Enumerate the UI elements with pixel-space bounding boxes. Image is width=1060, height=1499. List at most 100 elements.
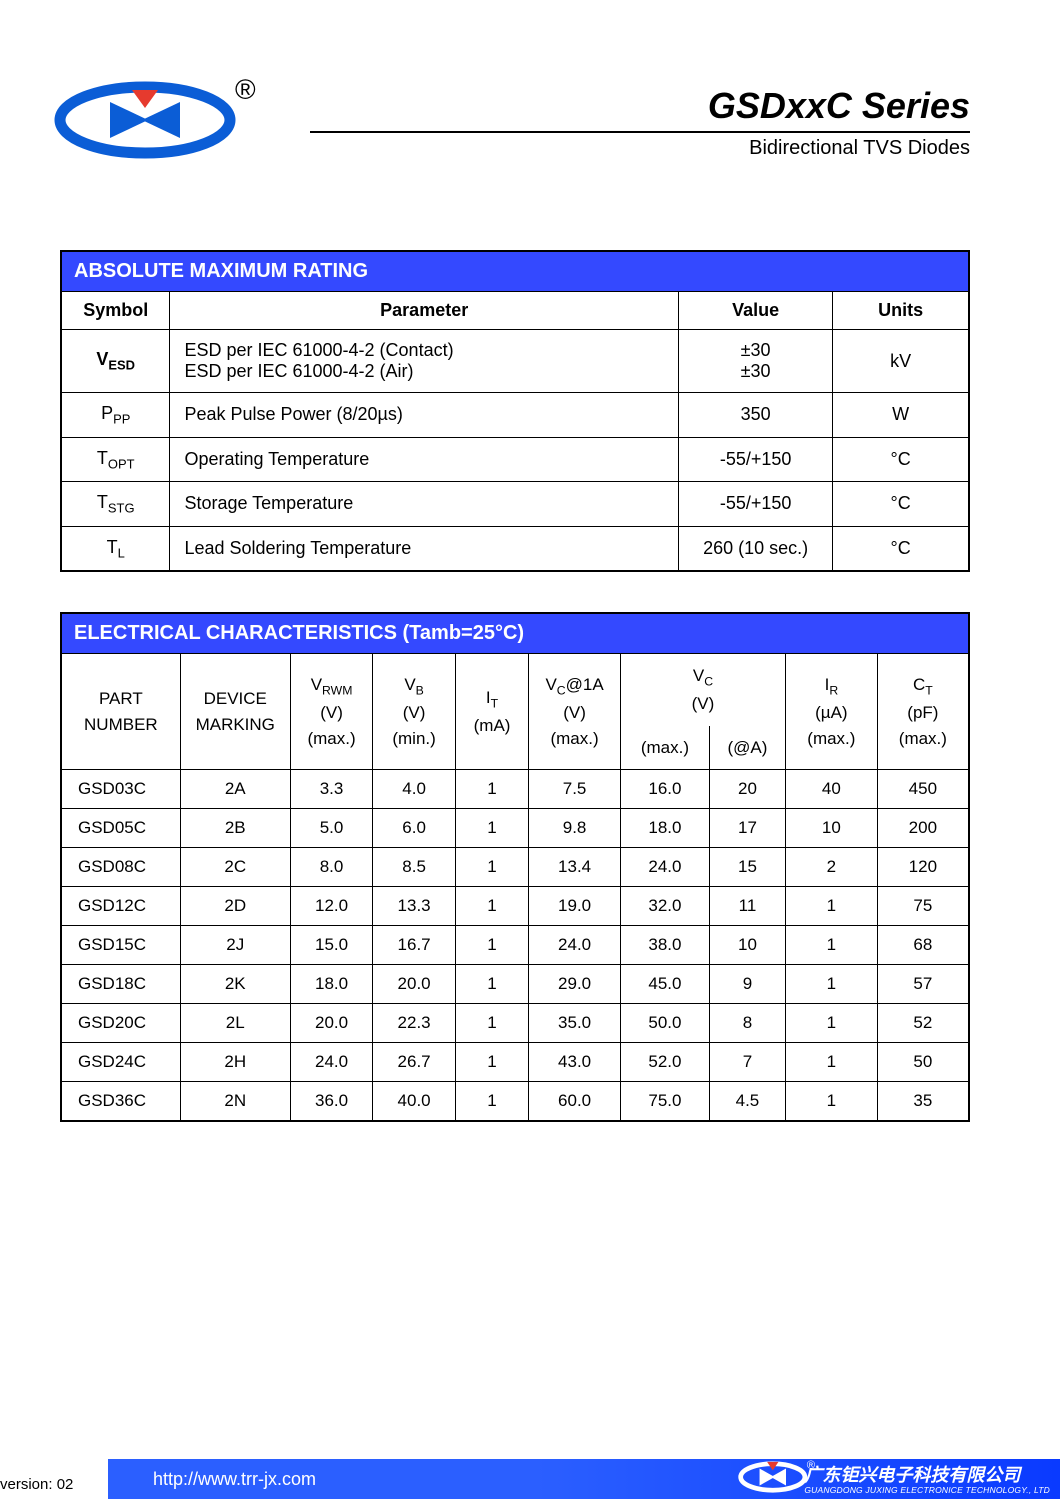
registered-mark-icon: ® <box>235 74 256 106</box>
ec-title: ELECTRICAL CHARACTERISTICS (Tamb=25°C) <box>61 613 969 654</box>
ec-cell: GSD20C <box>61 1004 180 1043</box>
table-row: TSTGStorage Temperature-55/+150°C <box>61 482 969 527</box>
ec-col-vrwm: VRWM(V)(max.) <box>290 654 373 770</box>
ec-cell: 18.0 <box>620 809 709 848</box>
ec-cell: 2C <box>180 848 290 887</box>
ec-cell: 26.7 <box>373 1043 456 1082</box>
ec-cell: 2J <box>180 926 290 965</box>
amr-table: ABSOLUTE MAXIMUM RATING Symbol Parameter… <box>60 250 970 572</box>
ec-cell: 20.0 <box>290 1004 373 1043</box>
amr-col-parameter: Parameter <box>170 292 678 330</box>
ec-col-it: IT(mA) <box>455 654 528 770</box>
ec-cell: GSD36C <box>61 1082 180 1122</box>
ec-cell: 200 <box>877 809 969 848</box>
ec-col-ir: IR(µA)(max.) <box>786 654 878 770</box>
ec-cell: 52 <box>877 1004 969 1043</box>
amr-parameter: Lead Soldering Temperature <box>170 526 678 571</box>
ec-cell: 24.0 <box>290 1043 373 1082</box>
amr-units: W <box>833 393 969 438</box>
table-row: PPPPeak Pulse Power (8/20µs)350W <box>61 393 969 438</box>
footer-company-en: GUANGDONG JUXING ELECTRONICE TECHNOLOGY.… <box>804 1486 1050 1495</box>
table-row: GSD24C2H24.026.7143.052.07150 <box>61 1043 969 1082</box>
ec-col-vc: VC(V) <box>620 654 785 726</box>
amr-value: -55/+150 <box>678 482 832 527</box>
ec-cell: 7 <box>709 1043 785 1082</box>
amr-parameter: Operating Temperature <box>170 437 678 482</box>
amr-symbol: VESD <box>61 330 170 393</box>
footer-url: http://www.trr-jx.com <box>153 1469 316 1490</box>
ec-cell: 29.0 <box>529 965 621 1004</box>
ec-cell: 40 <box>786 770 878 809</box>
ec-cell: 8.5 <box>373 848 456 887</box>
ec-cell: 50.0 <box>620 1004 709 1043</box>
ec-cell: GSD05C <box>61 809 180 848</box>
ec-cell: 1 <box>455 848 528 887</box>
ec-cell: 1 <box>786 965 878 1004</box>
page-subtitle: Bidirectional TVS Diodes <box>310 137 970 160</box>
amr-parameter: Peak Pulse Power (8/20µs) <box>170 393 678 438</box>
amr-units: kV <box>833 330 969 393</box>
ec-cell: 35 <box>877 1082 969 1122</box>
ec-cell: 1 <box>455 965 528 1004</box>
footer-company-cn: 广东钜兴电子科技有限公司 <box>804 1466 1050 1486</box>
ec-cell: 15.0 <box>290 926 373 965</box>
amr-value: 260 (10 sec.) <box>678 526 832 571</box>
ec-cell: 19.0 <box>529 887 621 926</box>
table-row: GSD36C2N36.040.0160.075.04.5135 <box>61 1082 969 1122</box>
ec-cell: 57 <box>877 965 969 1004</box>
ec-cell: GSD08C <box>61 848 180 887</box>
ec-cell: GSD12C <box>61 887 180 926</box>
amr-units: °C <box>833 437 969 482</box>
ec-cell: GSD03C <box>61 770 180 809</box>
ec-cell: 2H <box>180 1043 290 1082</box>
ec-cell: 16.7 <box>373 926 456 965</box>
ec-cell: 20.0 <box>373 965 456 1004</box>
ec-cell: 2N <box>180 1082 290 1122</box>
ec-cell: 2L <box>180 1004 290 1043</box>
ec-table: ELECTRICAL CHARACTERISTICS (Tamb=25°C) P… <box>60 612 970 1122</box>
ec-cell: 43.0 <box>529 1043 621 1082</box>
ec-cell: 1 <box>786 926 878 965</box>
ec-cell: 36.0 <box>290 1082 373 1122</box>
amr-parameter: Storage Temperature <box>170 482 678 527</box>
ec-cell: 24.0 <box>620 848 709 887</box>
table-row: GSD03C2A3.34.017.516.02040450 <box>61 770 969 809</box>
ec-cell: 75.0 <box>620 1082 709 1122</box>
ec-cell: 5.0 <box>290 809 373 848</box>
table-row: TLLead Soldering Temperature260 (10 sec.… <box>61 526 969 571</box>
ec-cell: 35.0 <box>529 1004 621 1043</box>
ec-cell: 6.0 <box>373 809 456 848</box>
table-row: GSD15C2J15.016.7124.038.010168 <box>61 926 969 965</box>
footer-bar: http://www.trr-jx.com ® 广东钜兴电子科技有限公司 GUA… <box>108 1459 1060 1499</box>
version-label: version: 02 <box>0 1476 73 1493</box>
footer-company: 广东钜兴电子科技有限公司 GUANGDONG JUXING ELECTRONIC… <box>804 1466 1050 1495</box>
title-area: GSDxxC Series Bidirectional TVS Diodes <box>310 85 970 160</box>
ec-col-marking: DEVICEMARKING <box>180 654 290 770</box>
table-row: GSD18C2K18.020.0129.045.09157 <box>61 965 969 1004</box>
amr-col-value: Value <box>678 292 832 330</box>
ec-col-part: PARTNUMBER <box>61 654 180 770</box>
ec-col-vc-ata: (@A) <box>709 726 785 770</box>
ec-cell: 2 <box>786 848 878 887</box>
ec-cell: 24.0 <box>529 926 621 965</box>
ec-cell: 4.0 <box>373 770 456 809</box>
ec-col-vc1a: VC@1A(V)(max.) <box>529 654 621 770</box>
ec-cell: 20 <box>709 770 785 809</box>
amr-parameter: ESD per IEC 61000-4-2 (Contact)ESD per I… <box>170 330 678 393</box>
ec-cell: 15 <box>709 848 785 887</box>
ec-cell: 2B <box>180 809 290 848</box>
ec-cell: 18.0 <box>290 965 373 1004</box>
ec-cell: 75 <box>877 887 969 926</box>
amr-symbol: TOPT <box>61 437 170 482</box>
ec-cell: 1 <box>455 770 528 809</box>
ec-cell: 17 <box>709 809 785 848</box>
ec-cell: 52.0 <box>620 1043 709 1082</box>
ec-cell: 11 <box>709 887 785 926</box>
ec-cell: 9.8 <box>529 809 621 848</box>
ec-cell: 1 <box>455 887 528 926</box>
ec-cell: GSD24C <box>61 1043 180 1082</box>
ec-cell: 40.0 <box>373 1082 456 1122</box>
ec-cell: 1 <box>455 1043 528 1082</box>
ec-cell: 10 <box>709 926 785 965</box>
amr-symbol: TSTG <box>61 482 170 527</box>
